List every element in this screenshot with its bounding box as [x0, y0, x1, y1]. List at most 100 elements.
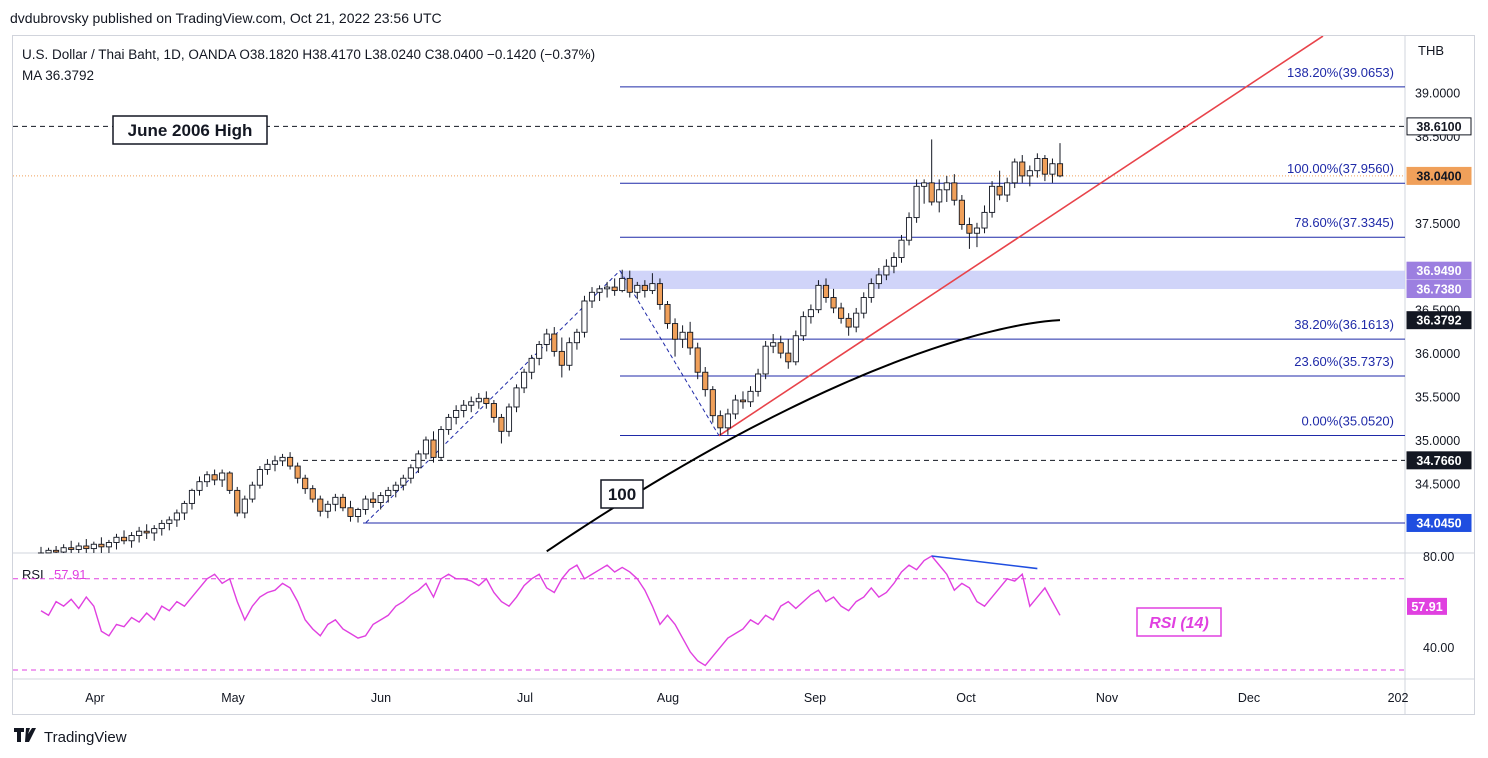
- price-tag-text: 34.0450: [1416, 516, 1461, 530]
- candle: [656, 278, 663, 310]
- candle-body: [287, 456, 294, 467]
- rsi-legend-value: 57.91: [54, 567, 87, 582]
- candle-body: [475, 397, 482, 403]
- candle: [362, 495, 369, 515]
- candle: [528, 354, 535, 380]
- candle-body: [641, 284, 648, 292]
- candle: [256, 466, 263, 489]
- candle-body: [90, 543, 97, 550]
- rsi-axis-tick: 40.00: [1423, 641, 1454, 655]
- candle-body: [634, 284, 641, 293]
- candle: [377, 492, 384, 510]
- candle-body: [558, 350, 565, 366]
- candle: [792, 330, 799, 366]
- candle: [921, 179, 928, 204]
- candle: [1019, 155, 1026, 183]
- candle: [800, 311, 807, 341]
- candle: [219, 469, 226, 487]
- fib-level-label: 38.20%(36.1613): [1294, 317, 1394, 332]
- candle: [1056, 143, 1064, 178]
- candle-body: [173, 512, 180, 521]
- price-axis-tick: 36.0000: [1415, 347, 1460, 361]
- candle-body: [453, 410, 460, 418]
- candle: [996, 170, 1003, 201]
- candle: [430, 431, 437, 463]
- candle-body: [898, 239, 905, 259]
- candle: [1041, 155, 1048, 182]
- candle: [543, 328, 550, 352]
- candle-body: [958, 199, 965, 226]
- ma-100-label: 100: [600, 479, 644, 509]
- candle-body: [883, 265, 890, 276]
- price-tag-box: [1406, 311, 1472, 330]
- price-tag-text: 38.0400: [1416, 169, 1461, 183]
- rsi-line: [40, 555, 1061, 667]
- candle-body: [770, 342, 777, 347]
- candle: [868, 278, 875, 303]
- candle-body: [505, 406, 513, 432]
- candle-body: [226, 472, 233, 491]
- candle: [475, 393, 482, 409]
- candle-body: [551, 333, 558, 352]
- price-tag: 36.9490: [1406, 261, 1472, 280]
- candle: [392, 481, 399, 498]
- candle-body: [619, 277, 626, 292]
- candle-body: [1011, 161, 1018, 184]
- candle: [966, 217, 973, 249]
- candle-body: [377, 495, 384, 504]
- ma-100-label-text: 100: [608, 485, 636, 504]
- candle-body: [113, 536, 120, 543]
- june-2006-high-label-text: June 2006 High: [128, 121, 253, 140]
- candle: [604, 281, 611, 298]
- rsi-14-label-text: RSI (14): [1149, 615, 1209, 632]
- candle-body: [143, 530, 150, 534]
- candle-body: [626, 277, 633, 293]
- candle-body: [815, 284, 822, 311]
- candle: [702, 367, 709, 397]
- candle: [709, 386, 716, 423]
- candle: [1011, 158, 1018, 189]
- candle-body: [739, 399, 747, 403]
- candle: [173, 509, 180, 527]
- candle: [105, 539, 112, 553]
- candle-body: [45, 549, 52, 554]
- candle-body: [687, 331, 694, 349]
- candle: [694, 342, 701, 380]
- candle-body: [702, 371, 709, 391]
- price-axis-tick: 34.5000: [1415, 477, 1460, 491]
- candle-body: [151, 528, 158, 534]
- candle: [762, 340, 769, 380]
- rsi-legend: RSI 57.91: [22, 567, 87, 582]
- candle-body: [671, 323, 679, 340]
- candle: [370, 492, 377, 508]
- price-tag-text: 34.7660: [1416, 454, 1461, 468]
- price-tag: 36.7380: [1406, 280, 1472, 299]
- price-tag-box: [1406, 261, 1472, 280]
- candle: [626, 270, 633, 298]
- candle: [973, 222, 981, 248]
- candle: [1004, 177, 1011, 202]
- candle: [287, 452, 294, 470]
- candle: [770, 334, 777, 354]
- candle-body: [264, 463, 271, 470]
- candle-body: [604, 286, 611, 290]
- candle: [113, 533, 120, 550]
- candle: [347, 500, 354, 522]
- price-tag-text: 36.9490: [1416, 264, 1461, 278]
- candle: [905, 212, 913, 246]
- candle-body: [656, 283, 663, 305]
- candle-body: [853, 312, 860, 328]
- fib-swing-down: [619, 270, 720, 436]
- candle-body: [868, 283, 875, 298]
- chart-frame[interactable]: U.S. Dollar / Thai Baht, 1D, OANDA O38.1…: [12, 35, 1475, 715]
- candle: [732, 394, 739, 420]
- candle-body: [536, 343, 543, 359]
- candle-body: [347, 507, 354, 517]
- candle-body: [1056, 163, 1064, 177]
- fib-level-label: 100.00%(37.9560): [1287, 161, 1394, 176]
- june-2006-high-label-box: [112, 115, 268, 145]
- price-chart[interactable]: U.S. Dollar / Thai Baht, 1D, OANDA O38.1…: [13, 35, 1474, 714]
- candle: [777, 335, 784, 359]
- candle-body: [860, 297, 867, 314]
- candle-body: [498, 416, 505, 432]
